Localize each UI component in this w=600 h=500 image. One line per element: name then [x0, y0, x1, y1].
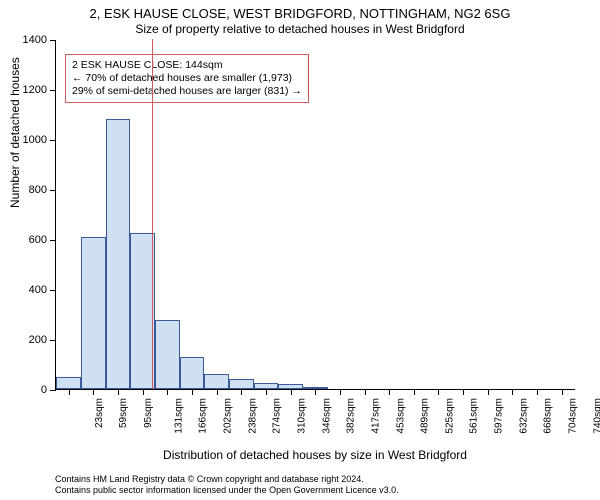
x-axis-label: Distribution of detached houses by size …: [55, 448, 575, 462]
x-tick: [537, 389, 538, 395]
y-tick: [50, 140, 56, 141]
y-tick: [50, 290, 56, 291]
x-tick: [315, 389, 316, 395]
x-tick: [69, 389, 70, 395]
x-tick-label: 238sqm: [247, 398, 258, 434]
y-tick: [50, 240, 56, 241]
y-tick: [50, 390, 56, 391]
histogram-bar: [56, 377, 81, 390]
footer-line-2: Contains public sector information licen…: [55, 485, 399, 496]
y-tick-label: 1000: [23, 134, 47, 146]
reference-line: [152, 39, 153, 389]
x-tick: [118, 389, 119, 395]
x-tick-label: 525sqm: [444, 398, 455, 434]
y-tick-label: 400: [29, 284, 47, 296]
x-tick: [414, 389, 415, 395]
x-tick: [389, 389, 390, 395]
footer-line-1: Contains HM Land Registry data © Crown c…: [55, 474, 399, 485]
x-tick-label: 417sqm: [370, 398, 381, 434]
y-tick: [50, 90, 56, 91]
annotation-box: 2 ESK HAUSE CLOSE: 144sqm ← 70% of detac…: [65, 54, 309, 103]
y-tick-label: 1200: [23, 84, 47, 96]
y-tick: [50, 190, 56, 191]
x-tick: [488, 389, 489, 395]
chart-container: { "title_line1": "2, ESK HAUSE CLOSE, WE…: [0, 0, 600, 500]
x-tick-label: 561sqm: [469, 398, 480, 434]
footer-attribution: Contains HM Land Registry data © Crown c…: [55, 474, 399, 497]
x-tick: [143, 389, 144, 395]
y-axis-label: Number of detached houses: [8, 57, 22, 208]
y-tick-label: 800: [29, 184, 47, 196]
chart-title-address: 2, ESK HAUSE CLOSE, WEST BRIDGFORD, NOTT…: [0, 6, 600, 21]
x-tick-label: 23sqm: [94, 398, 105, 428]
x-tick: [93, 389, 94, 395]
x-tick-label: 310sqm: [296, 398, 307, 434]
histogram-bar: [229, 379, 254, 389]
x-tick: [217, 389, 218, 395]
histogram-bar: [81, 237, 106, 390]
x-tick: [512, 389, 513, 395]
histogram-bar: [155, 320, 180, 389]
x-tick-label: 704sqm: [568, 398, 579, 434]
x-tick-label: 453sqm: [395, 398, 406, 434]
annotation-line-2: ← 70% of detached houses are smaller (1,…: [72, 72, 302, 85]
x-tick: [562, 389, 563, 395]
histogram-bar: [204, 374, 229, 389]
x-tick-label: 274sqm: [272, 398, 283, 434]
x-tick: [291, 389, 292, 395]
y-tick: [50, 40, 56, 41]
x-tick-label: 202sqm: [223, 398, 234, 434]
y-tick-label: 600: [29, 234, 47, 246]
x-tick: [167, 389, 168, 395]
x-tick-label: 382sqm: [346, 398, 357, 434]
x-tick-label: 632sqm: [518, 398, 529, 434]
x-tick-label: 95sqm: [143, 398, 154, 428]
x-tick: [365, 389, 366, 395]
x-tick: [438, 389, 439, 395]
y-tick-label: 200: [29, 334, 47, 346]
chart-subtitle: Size of property relative to detached ho…: [0, 22, 600, 36]
x-tick-label: 489sqm: [420, 398, 431, 434]
annotation-line-1: 2 ESK HAUSE CLOSE: 144sqm: [72, 59, 302, 72]
y-tick-label: 0: [41, 384, 47, 396]
x-tick: [266, 389, 267, 395]
x-tick: [340, 389, 341, 395]
histogram-bar: [106, 119, 131, 389]
x-tick-label: 131sqm: [173, 398, 184, 434]
x-tick: [241, 389, 242, 395]
annotation-line-3: 29% of semi-detached houses are larger (…: [72, 85, 302, 98]
x-tick: [192, 389, 193, 395]
histogram-bar: [180, 357, 205, 390]
x-tick: [463, 389, 464, 395]
y-tick-label: 1400: [23, 34, 47, 46]
x-tick-label: 166sqm: [198, 398, 209, 434]
y-tick: [50, 340, 56, 341]
x-tick-label: 597sqm: [494, 398, 505, 434]
x-tick-label: 59sqm: [118, 398, 129, 428]
x-tick-label: 740sqm: [592, 398, 600, 434]
x-tick-label: 346sqm: [321, 398, 332, 434]
x-tick-label: 668sqm: [543, 398, 554, 434]
plot-area: 2 ESK HAUSE CLOSE: 144sqm ← 70% of detac…: [55, 40, 575, 390]
